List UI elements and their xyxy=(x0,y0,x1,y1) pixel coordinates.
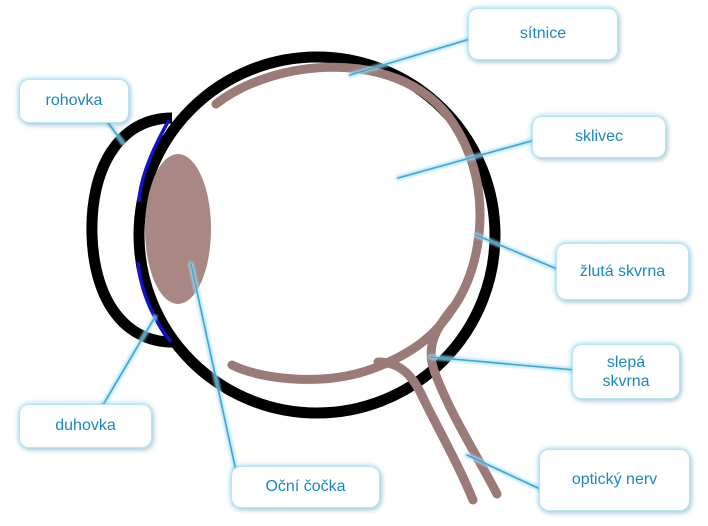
label-sitnice: sítnice xyxy=(519,25,567,42)
optic-nerve-strand-lower xyxy=(373,357,478,505)
callout-rohovka: rohovka xyxy=(20,80,128,122)
callout-sitnice: sítnice xyxy=(469,9,617,59)
callout-slepa-skvrna: slepá skvrna xyxy=(573,345,679,398)
callout-zluta-skvrna: žlutá skvrna xyxy=(557,244,688,299)
callout-opticky-nerv: optický nerv xyxy=(540,450,689,510)
callout-sklivec: sklivec xyxy=(533,117,665,157)
leader-lines xyxy=(97,36,578,492)
callout-ocni-cocka: Oční čočka xyxy=(232,467,379,507)
lens xyxy=(145,154,211,304)
retina xyxy=(211,62,485,384)
label-rohovka: rohovka xyxy=(45,92,103,109)
sclera xyxy=(133,51,501,419)
label-zluta-skvrna: žlutá skvrna xyxy=(579,262,666,280)
cornea xyxy=(86,112,179,348)
label-ocni-cocka: Oční čočka xyxy=(265,478,346,495)
label-duhovka: duhovka xyxy=(55,417,116,434)
label-opticky-nerv: optický nerv xyxy=(571,471,658,488)
iris-lower xyxy=(136,261,173,344)
label-sklivec: sklivec xyxy=(574,128,623,145)
iris-upper xyxy=(137,119,171,203)
callout-duhovka: duhovka xyxy=(20,405,151,447)
label-slepa-skvrna: slepá skvrna xyxy=(602,353,650,390)
